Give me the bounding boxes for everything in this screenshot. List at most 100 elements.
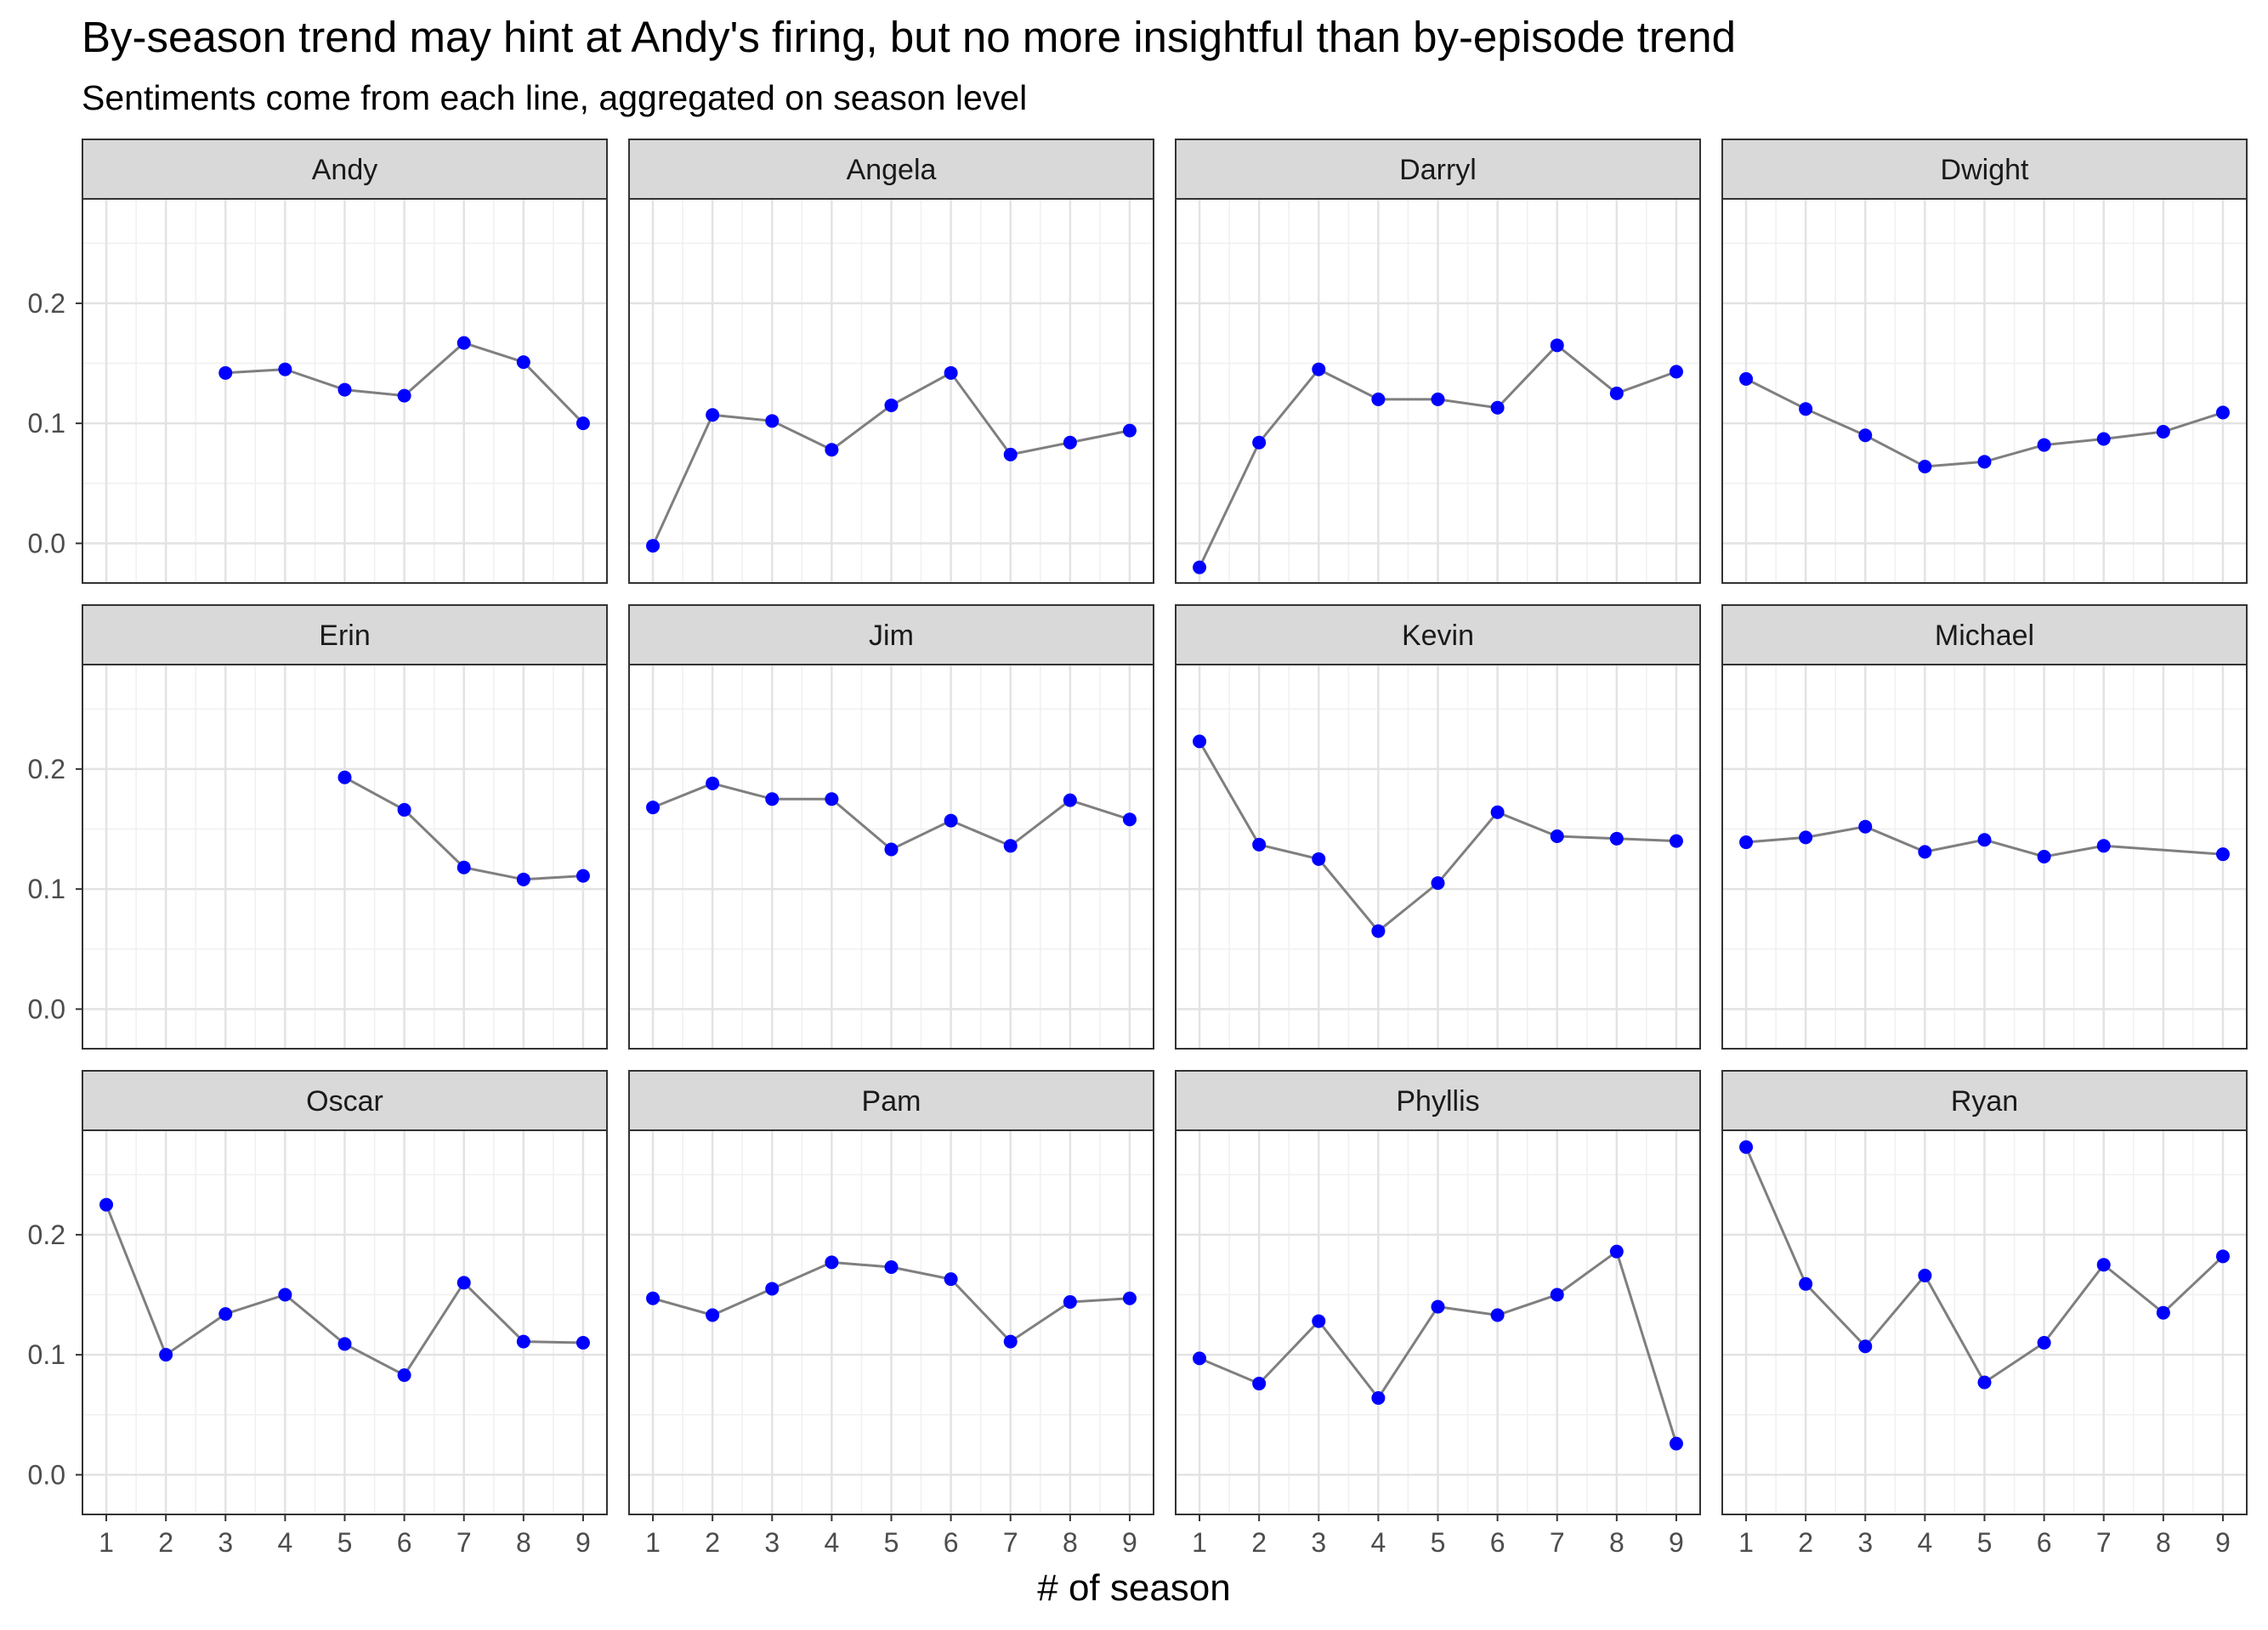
x-tick-label: 5 — [337, 1527, 353, 1558]
data-point-erin-season-8 — [516, 872, 530, 886]
x-tick-label: 6 — [1490, 1527, 1505, 1558]
facet-label-jim: Jim — [869, 620, 914, 652]
data-point-ryan-season-1 — [1739, 1140, 1754, 1154]
facet-strip-erin — [82, 604, 608, 665]
data-point-michael-season-2 — [1799, 830, 1813, 845]
panel-border — [82, 198, 608, 584]
x-axis-title: # of season — [1037, 1567, 1231, 1609]
y-tick-label: 0.2 — [28, 288, 65, 319]
data-point-pam-season-8 — [1063, 1294, 1077, 1309]
data-point-michael-season-4 — [1918, 845, 1932, 859]
x-tick-label: 2 — [1251, 1527, 1267, 1558]
data-point-jim-season-6 — [944, 813, 958, 828]
panel-border — [628, 664, 1154, 1050]
x-tick-label: 2 — [158, 1527, 173, 1558]
x-tick-label: 9 — [1669, 1527, 1684, 1558]
x-tick-label: 7 — [456, 1527, 472, 1558]
data-point-pam-season-7 — [1003, 1334, 1018, 1349]
facet-label-ryan: Ryan — [1951, 1085, 2018, 1118]
x-tick-label: 7 — [2096, 1527, 2112, 1558]
y-tick-label: 0.0 — [28, 528, 65, 558]
data-point-phyllis-season-2 — [1252, 1377, 1267, 1391]
x-tick-label: 4 — [824, 1527, 839, 1558]
data-point-angela-season-2 — [706, 408, 720, 422]
data-point-angela-season-3 — [765, 414, 780, 428]
data-point-pam-season-4 — [825, 1255, 839, 1270]
data-point-jim-season-3 — [765, 792, 780, 807]
facet-strip-phyllis — [1175, 1070, 1701, 1131]
data-point-dwight-season-1 — [1739, 371, 1754, 386]
series-line-michael — [1745, 825, 2224, 858]
data-point-angela-season-6 — [944, 365, 958, 380]
data-point-jim-season-9 — [1122, 812, 1137, 827]
data-point-jim-season-5 — [884, 842, 899, 857]
data-point-pam-season-5 — [884, 1260, 899, 1275]
x-tick-label: 8 — [516, 1527, 531, 1558]
panel-border — [1721, 664, 2248, 1050]
facet-label-pam: Pam — [862, 1085, 921, 1118]
data-point-phyllis-season-3 — [1312, 1314, 1326, 1328]
x-tick-label: 6 — [2037, 1527, 2052, 1558]
chart-subtitle: Sentiments come from each line, aggregat… — [82, 78, 1028, 117]
panel-border — [1721, 198, 2248, 584]
data-point-jim-season-7 — [1003, 839, 1018, 853]
data-point-darryl-season-9 — [1669, 365, 1683, 379]
data-point-phyllis-season-6 — [1490, 1308, 1505, 1322]
data-point-kevin-season-8 — [1609, 831, 1624, 846]
x-tick-label: 4 — [1917, 1527, 1932, 1558]
data-point-phyllis-season-4 — [1371, 1390, 1386, 1405]
data-point-pam-season-6 — [944, 1272, 958, 1287]
data-point-michael-season-7 — [2096, 839, 2111, 853]
data-point-andy-season-6 — [397, 388, 411, 403]
data-point-andy-season-3 — [218, 365, 233, 380]
data-point-darryl-season-2 — [1252, 435, 1267, 450]
data-point-oscar-season-8 — [516, 1334, 530, 1349]
data-point-ryan-season-8 — [2156, 1305, 2170, 1320]
data-point-andy-season-8 — [516, 355, 530, 370]
facet-strip-ryan — [1721, 1070, 2248, 1131]
data-point-pam-season-3 — [765, 1282, 780, 1296]
x-tick-label: 9 — [2215, 1527, 2231, 1558]
data-point-dwight-season-6 — [2037, 438, 2051, 452]
data-point-pam-season-1 — [646, 1291, 661, 1305]
facet-strip-michael — [1721, 604, 2248, 665]
data-point-darryl-season-6 — [1490, 400, 1505, 415]
facet-label-dwight: Dwight — [1941, 154, 2029, 186]
data-point-kevin-season-5 — [1431, 876, 1445, 891]
facet-label-michael: Michael — [1935, 620, 2034, 652]
chart-title: By-season trend may hint at Andy's firin… — [82, 13, 1736, 61]
data-point-oscar-season-9 — [576, 1336, 590, 1350]
panel-border — [628, 198, 1154, 584]
data-point-darryl-season-4 — [1371, 392, 1386, 406]
data-point-andy-season-4 — [278, 362, 292, 376]
x-tick-label: 2 — [1798, 1527, 1813, 1558]
data-point-phyllis-season-7 — [1550, 1288, 1564, 1302]
data-point-kevin-season-7 — [1550, 829, 1564, 843]
data-point-phyllis-season-1 — [1193, 1351, 1207, 1366]
facet-strip-jim — [628, 604, 1154, 665]
data-point-jim-season-1 — [646, 801, 661, 815]
y-tick-label: 0.0 — [28, 993, 65, 1024]
x-tick-label: 7 — [1003, 1527, 1018, 1558]
data-point-darryl-season-1 — [1193, 560, 1207, 574]
x-tick-label: 8 — [2156, 1527, 2171, 1558]
data-point-phyllis-season-5 — [1431, 1299, 1445, 1314]
data-point-oscar-season-1 — [99, 1197, 114, 1212]
facet-label-kevin: Kevin — [1402, 620, 1474, 652]
facet-label-darryl: Darryl — [1399, 154, 1477, 186]
data-point-kevin-season-4 — [1371, 924, 1386, 938]
x-tick-label: 3 — [1857, 1527, 1873, 1558]
x-tick-label: 3 — [1311, 1527, 1326, 1558]
x-tick-label: 1 — [99, 1527, 114, 1558]
data-point-angela-season-9 — [1122, 423, 1137, 438]
data-point-dwight-season-2 — [1799, 402, 1813, 416]
data-point-phyllis-season-9 — [1669, 1436, 1683, 1451]
data-point-darryl-season-7 — [1550, 338, 1564, 353]
data-point-angela-season-5 — [884, 398, 899, 412]
data-point-angela-season-1 — [646, 539, 661, 553]
y-tick-label: 0.0 — [28, 1459, 65, 1490]
data-point-michael-season-5 — [1977, 833, 1992, 847]
data-point-oscar-season-4 — [278, 1288, 292, 1302]
facet-label-oscar: Oscar — [306, 1085, 383, 1118]
data-point-andy-season-7 — [456, 336, 471, 350]
